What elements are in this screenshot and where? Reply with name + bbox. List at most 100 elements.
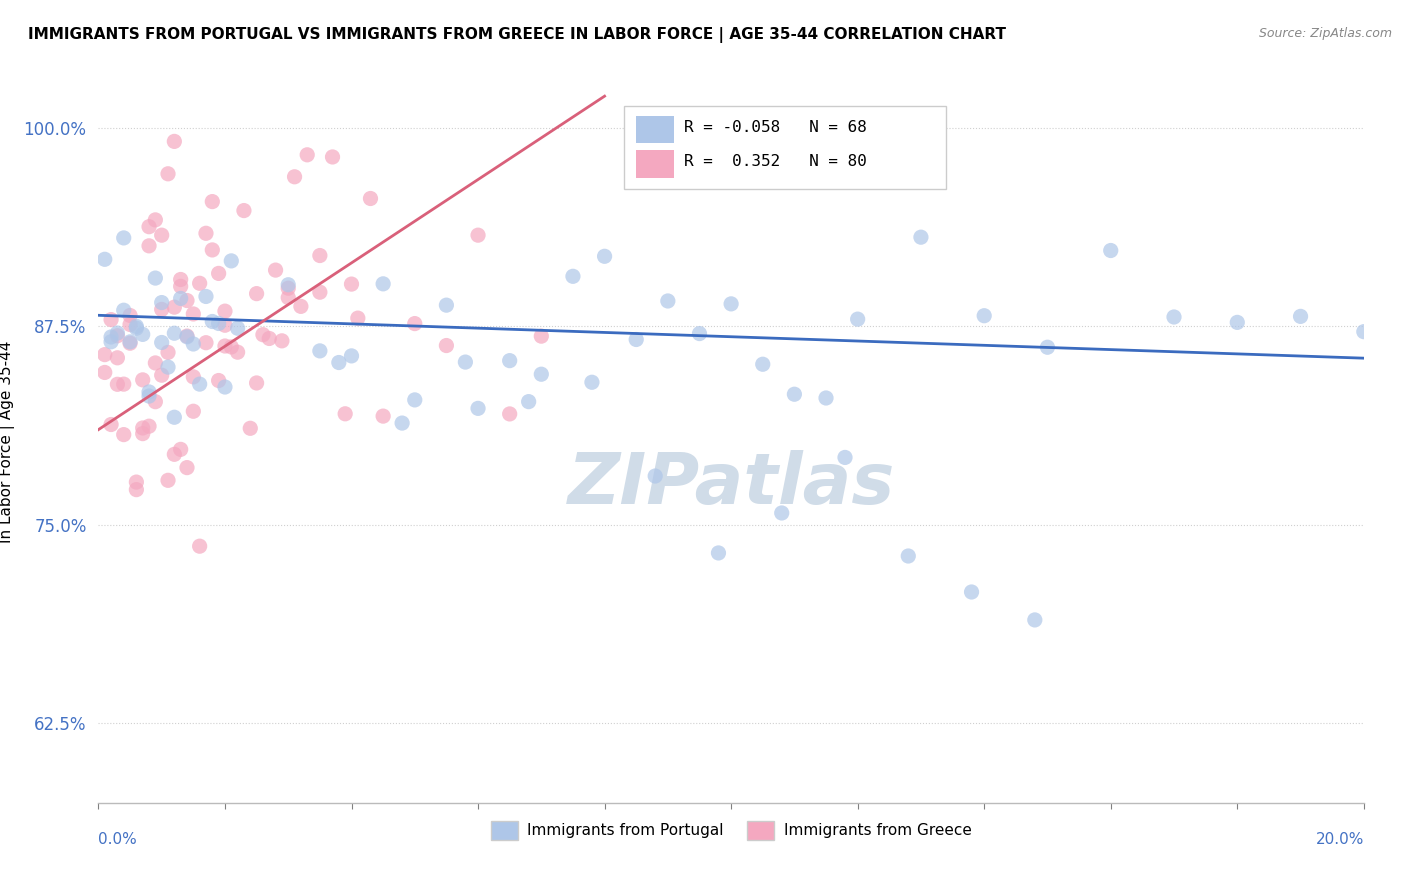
Point bbox=[960, 585, 983, 599]
Point bbox=[688, 326, 710, 341]
Point bbox=[169, 279, 191, 293]
Point bbox=[150, 295, 173, 310]
Point bbox=[183, 337, 205, 351]
Point bbox=[346, 311, 368, 326]
Point bbox=[910, 230, 932, 244]
Point bbox=[100, 330, 122, 344]
Point bbox=[277, 281, 299, 295]
Point bbox=[157, 167, 180, 181]
FancyBboxPatch shape bbox=[636, 116, 675, 143]
Point bbox=[107, 377, 129, 392]
Point bbox=[436, 338, 458, 352]
Point bbox=[125, 319, 148, 334]
Text: R = -0.058   N = 68: R = -0.058 N = 68 bbox=[685, 120, 868, 135]
Point bbox=[194, 289, 218, 303]
FancyBboxPatch shape bbox=[636, 151, 675, 178]
Point bbox=[163, 447, 186, 461]
Point bbox=[973, 309, 995, 323]
Point bbox=[163, 410, 186, 425]
Point bbox=[1024, 613, 1046, 627]
Point bbox=[219, 340, 243, 354]
Text: Source: ZipAtlas.com: Source: ZipAtlas.com bbox=[1258, 27, 1392, 40]
Point bbox=[1289, 310, 1312, 324]
Point bbox=[188, 277, 211, 291]
Point bbox=[163, 326, 186, 341]
Point bbox=[107, 326, 129, 340]
Point bbox=[112, 427, 135, 442]
Point bbox=[530, 368, 553, 382]
Point bbox=[120, 309, 141, 323]
Point bbox=[194, 335, 218, 350]
Point bbox=[644, 469, 666, 483]
Point bbox=[1163, 310, 1185, 324]
Point bbox=[239, 421, 262, 435]
Point bbox=[150, 335, 173, 350]
Point bbox=[371, 409, 394, 424]
Point bbox=[454, 355, 477, 369]
Point bbox=[467, 228, 489, 243]
Point bbox=[309, 248, 332, 262]
Legend: Immigrants from Portugal, Immigrants from Greece: Immigrants from Portugal, Immigrants fro… bbox=[485, 815, 977, 846]
Point bbox=[335, 407, 357, 421]
Point bbox=[1036, 340, 1059, 354]
Point bbox=[112, 377, 135, 392]
Point bbox=[138, 384, 160, 399]
Point bbox=[783, 387, 806, 401]
Point bbox=[561, 269, 585, 284]
Point bbox=[176, 330, 198, 344]
Point bbox=[214, 304, 236, 318]
Point bbox=[270, 334, 294, 348]
Point bbox=[120, 318, 141, 332]
Point bbox=[846, 312, 869, 326]
Point bbox=[1099, 244, 1122, 258]
Point bbox=[321, 150, 344, 164]
Point bbox=[145, 356, 166, 370]
FancyBboxPatch shape bbox=[623, 105, 946, 189]
Point bbox=[163, 300, 186, 314]
Point bbox=[100, 334, 122, 349]
Point bbox=[169, 292, 191, 306]
Point bbox=[297, 148, 319, 162]
Point bbox=[183, 404, 205, 418]
Point bbox=[246, 376, 269, 390]
Point bbox=[132, 327, 155, 342]
Point bbox=[770, 506, 793, 520]
Point bbox=[150, 302, 173, 317]
Point bbox=[371, 277, 394, 291]
Point bbox=[233, 203, 256, 218]
Point bbox=[226, 321, 249, 335]
Point bbox=[834, 450, 856, 465]
Point bbox=[145, 271, 166, 285]
Point bbox=[581, 376, 603, 390]
Point bbox=[138, 419, 160, 434]
Point bbox=[340, 277, 363, 291]
Point bbox=[201, 194, 224, 209]
Point bbox=[226, 345, 249, 359]
Point bbox=[176, 329, 198, 343]
Point bbox=[309, 285, 332, 300]
Point bbox=[897, 549, 920, 563]
Text: 20.0%: 20.0% bbox=[1316, 831, 1364, 847]
Point bbox=[720, 297, 742, 311]
Point bbox=[100, 312, 122, 326]
Point bbox=[112, 303, 135, 318]
Text: ZIPatlas: ZIPatlas bbox=[568, 450, 894, 519]
Point bbox=[624, 333, 647, 347]
Point bbox=[277, 277, 299, 292]
Point bbox=[517, 394, 540, 409]
Point bbox=[208, 317, 231, 331]
Point bbox=[125, 475, 148, 489]
Point bbox=[138, 239, 160, 253]
Point bbox=[290, 299, 312, 313]
Point bbox=[530, 329, 553, 343]
Point bbox=[125, 483, 148, 497]
Point bbox=[498, 407, 520, 421]
Point bbox=[1226, 315, 1249, 329]
Point bbox=[391, 416, 413, 430]
Point bbox=[208, 267, 231, 281]
Point bbox=[814, 391, 837, 405]
Point bbox=[176, 293, 198, 308]
Point bbox=[264, 263, 287, 277]
Point bbox=[93, 252, 117, 267]
Y-axis label: In Labor Force | Age 35-44: In Labor Force | Age 35-44 bbox=[0, 341, 15, 542]
